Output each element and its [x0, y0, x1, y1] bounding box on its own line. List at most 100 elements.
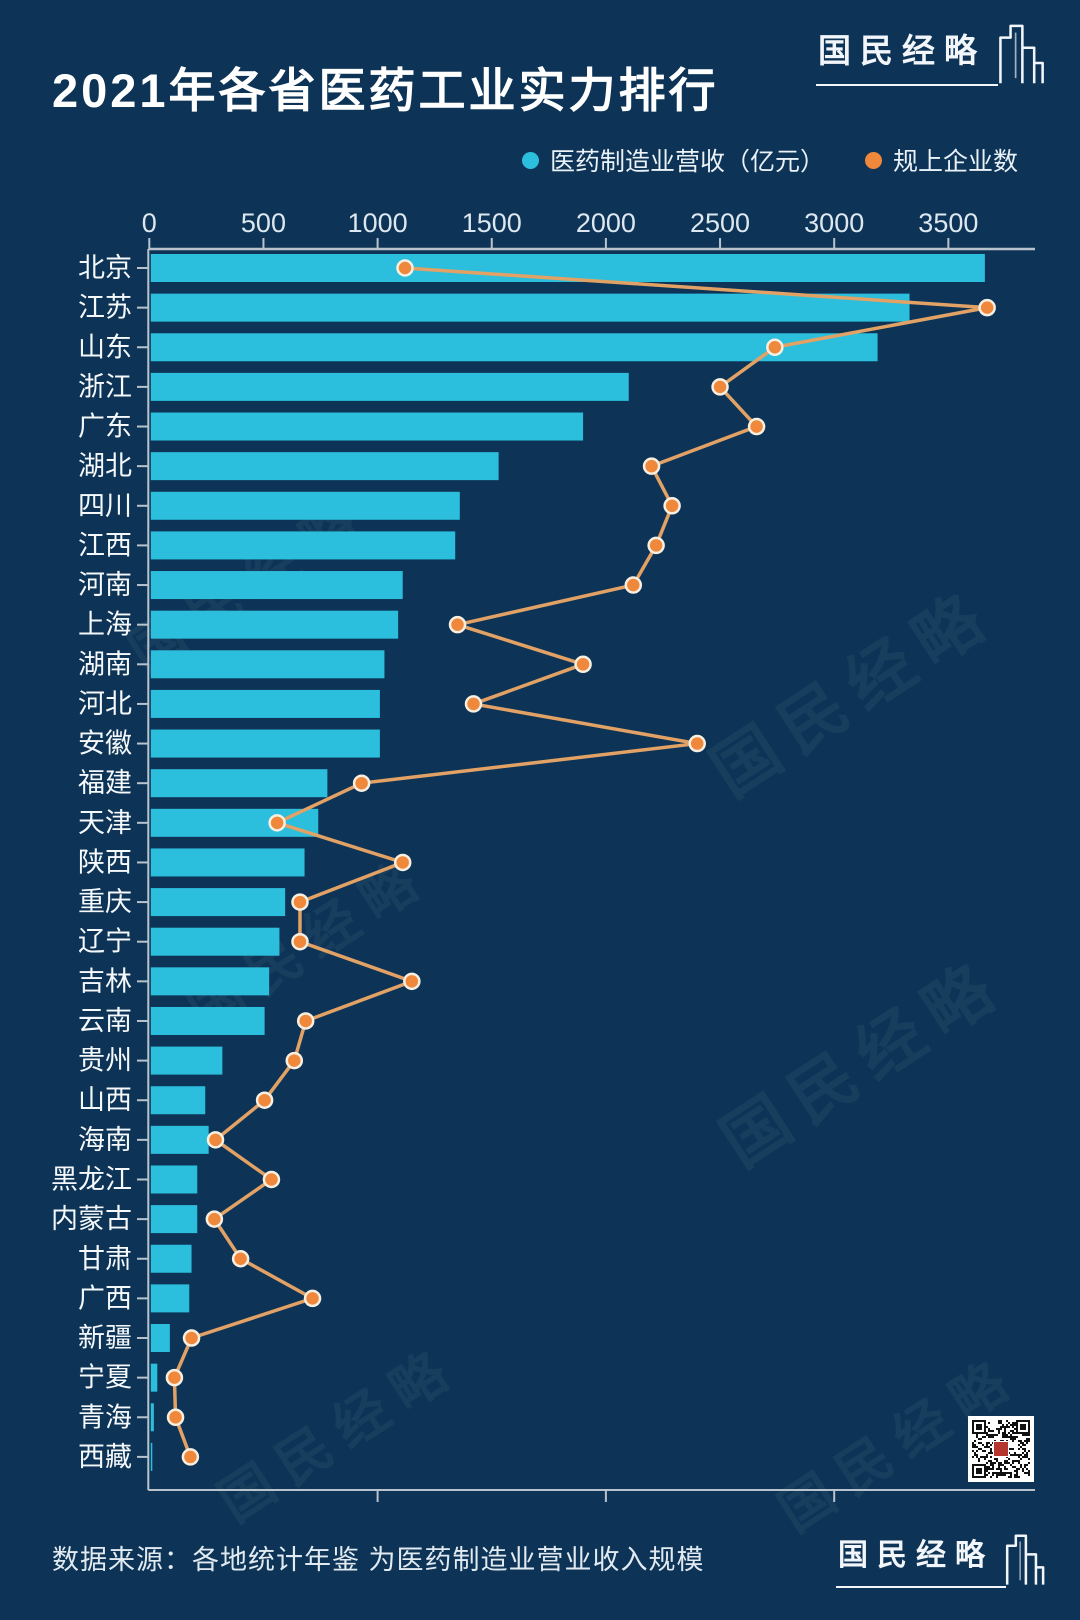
qr-module [1010, 1434, 1012, 1436]
qr-module [1006, 1436, 1008, 1438]
enterprises-dot [231, 1250, 250, 1268]
qr-module [1010, 1448, 1012, 1450]
qr-module [1020, 1442, 1022, 1444]
qr-module [986, 1432, 988, 1434]
enterprises-dot [262, 1170, 281, 1189]
qr-module [1016, 1472, 1018, 1474]
qr-module [972, 1444, 974, 1446]
qr-module [986, 1470, 988, 1472]
qr-module [1000, 1468, 1002, 1470]
qr-module [1022, 1470, 1024, 1472]
brand-logo-footer: 国民经略 [836, 1528, 1046, 1588]
qr-module [1020, 1464, 1022, 1466]
revenue-bar [150, 1125, 209, 1154]
qr-module [1012, 1448, 1014, 1450]
qr-module [1028, 1440, 1030, 1442]
qr-module [986, 1434, 988, 1436]
brand-name: 国民经略 [816, 24, 998, 86]
qr-module [994, 1472, 996, 1474]
revenue-bar [150, 1324, 170, 1353]
qr-module [990, 1462, 992, 1464]
category-label: 四川 [78, 491, 132, 521]
qr-module [976, 1424, 982, 1430]
legend-label-revenue: 医药制造业营收（亿元） [549, 148, 825, 176]
qr-module [1022, 1468, 1024, 1470]
qr-module [978, 1448, 980, 1450]
revenue-bar [150, 650, 385, 679]
qr-module [976, 1454, 978, 1456]
qr-module [1002, 1436, 1004, 1438]
enterprises-dot [624, 576, 643, 594]
qr-module [986, 1474, 988, 1476]
qr-module [996, 1434, 998, 1436]
qr-module [1020, 1454, 1022, 1456]
qr-module [988, 1430, 990, 1432]
legend-dot-enterprises-icon [864, 151, 882, 169]
qr-module [1010, 1438, 1012, 1440]
enterprises-dot [766, 338, 784, 357]
qr-module [986, 1456, 988, 1458]
enterprises-dot [711, 378, 729, 396]
x-axis-tick-label: 2000 [576, 208, 636, 238]
qr-module [1006, 1472, 1008, 1474]
revenue-bar [150, 452, 499, 481]
qr-module [1012, 1436, 1014, 1438]
qr-module [1028, 1434, 1030, 1436]
enterprises-dot [303, 1289, 322, 1308]
qr-module [990, 1444, 992, 1446]
qr-module [1012, 1430, 1014, 1432]
qr-module [990, 1464, 992, 1466]
qr-module [1024, 1444, 1026, 1446]
qr-module [1016, 1436, 1018, 1438]
qr-module [1004, 1460, 1006, 1462]
qr-module [992, 1464, 994, 1466]
enterprises-dot [978, 298, 996, 317]
qr-module [1016, 1454, 1018, 1456]
qr-module [1004, 1462, 1006, 1464]
x-axis-tick-label: 2500 [690, 208, 750, 238]
qr-module [990, 1448, 992, 1450]
qr-module [1020, 1458, 1022, 1460]
brand-logo-header: 国民经略 [816, 18, 1046, 86]
qr-module [1016, 1470, 1018, 1472]
qr-module [1002, 1434, 1004, 1436]
qr-module [994, 1442, 1008, 1456]
qr-module [988, 1428, 990, 1430]
qr-module [996, 1458, 998, 1460]
data-source-note: 数据来源：各地统计年鉴 为医药制造业营业收入规模 [52, 1545, 705, 1575]
qr-module [1014, 1466, 1016, 1468]
qr-module [1008, 1476, 1010, 1478]
x-axis-tick-label: 3000 [804, 208, 864, 238]
qr-module [998, 1464, 1000, 1466]
qr-module [1008, 1436, 1010, 1438]
category-label: 陕西 [78, 847, 132, 877]
qr-module [1004, 1432, 1006, 1434]
qr-module [1026, 1464, 1028, 1466]
revenue-bar [150, 1284, 190, 1313]
qr-module [1012, 1426, 1014, 1428]
revenue-bar [150, 531, 456, 560]
category-label: 黑龙江 [51, 1164, 132, 1194]
qr-module [974, 1452, 976, 1454]
qr-module [1004, 1466, 1006, 1468]
qr-module [974, 1446, 976, 1448]
qr-module [998, 1430, 1000, 1432]
qr-module [986, 1444, 988, 1446]
x-axis-tick-label: 500 [241, 208, 286, 238]
qr-module [972, 1456, 974, 1458]
enterprises-dot [285, 1051, 304, 1070]
qr-module [1012, 1440, 1014, 1442]
qr-module [984, 1456, 986, 1458]
qr-module [982, 1456, 984, 1458]
qr-module [1028, 1462, 1030, 1464]
qr-module [1028, 1450, 1030, 1452]
qr-module [998, 1472, 1000, 1474]
qr-module [1000, 1472, 1002, 1474]
qr-module [974, 1454, 976, 1456]
qr-module [990, 1476, 992, 1478]
enterprises-dot [206, 1131, 225, 1149]
category-label: 河北 [78, 689, 132, 719]
qr-module [1018, 1460, 1020, 1462]
category-label: 甘肃 [78, 1244, 132, 1274]
revenue-bar [150, 1086, 206, 1115]
